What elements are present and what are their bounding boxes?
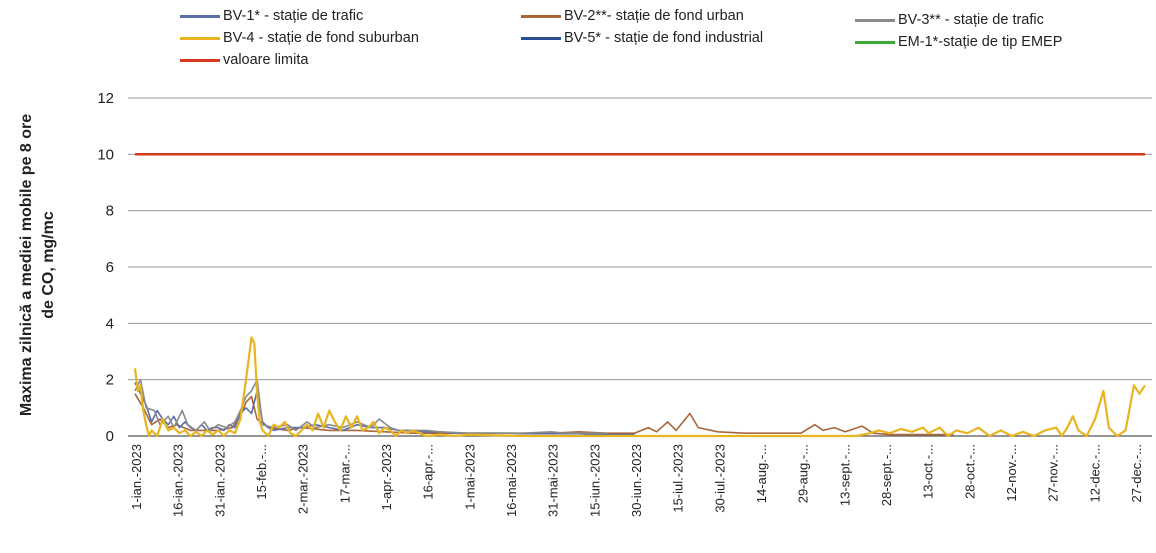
legend-label: BV-1* - stație de trafic [223, 8, 364, 24]
legend-swatch [855, 18, 895, 22]
x-tick-label: 1-apr.-2023 [379, 444, 394, 511]
x-tick-label: 15-iul.-2023 [671, 444, 686, 513]
x-tick-label: 1-ian.-2023 [129, 444, 144, 510]
x-tick-label: 31-ian.-2023 [212, 444, 227, 517]
y-axis-label: Maxima zilnică a mediei mobile pe 8 ore … [10, 95, 66, 435]
x-tick-label: 13-oct.-... [921, 444, 936, 499]
y-tick-label: 10 [97, 146, 114, 163]
x-tick-label: 13-sept.-... [837, 444, 852, 506]
x-tick-label: 15-iun.-2023 [587, 444, 602, 517]
legend-swatch [855, 40, 895, 44]
x-tick-label: 17-mar.-... [337, 444, 352, 503]
y-axis-label-line1: Maxima zilnică a mediei mobile pe 8 ore [18, 113, 35, 417]
legend-label: EM-1*-stație de tip EMEP [898, 34, 1063, 50]
x-tick-label: 15-feb.-... [254, 444, 269, 500]
series-line-3 [133, 336, 1146, 438]
legend-item-em1: EM-1*-stație de tip EMEP [855, 34, 1062, 50]
legend-item-bv5: BV-5* - stație de fond industrial [521, 30, 763, 46]
legend-swatch [521, 14, 561, 18]
x-tick-label: 16-ian.-2023 [171, 444, 186, 517]
x-tick-label: 30-iul.-2023 [712, 444, 727, 513]
x-tick-label: 12-dec.-... [1087, 444, 1102, 503]
legend-item-limit: valoare limita [180, 52, 308, 68]
y-tick-label: 4 [106, 315, 114, 332]
legend-item-bv3: BV-3** - stație de trafic [855, 12, 1044, 28]
y-tick-label: 2 [106, 372, 114, 389]
y-tick-label: 8 [106, 203, 114, 220]
x-tick-label: 30-iun.-2023 [629, 444, 644, 517]
legend-label: valoare limita [223, 52, 309, 68]
x-tick-label: 27-dec.-... [1129, 444, 1144, 503]
x-tick-label: 2-mar.-2023 [296, 444, 311, 514]
x-tick-label: 14-aug.-... [754, 444, 769, 503]
y-axis-label-line2: de CO, mg/mc [40, 211, 57, 319]
legend-label: BV-3** - stație de trafic [898, 12, 1044, 28]
x-tick-label: 12-nov.-... [1004, 444, 1019, 502]
legend-swatch [180, 58, 220, 62]
legend-swatch [180, 14, 220, 18]
x-tick-label: 29-aug.-... [796, 444, 811, 503]
x-tick-label: 27-nov.-... [1046, 444, 1061, 502]
y-tick-labels: 0 2 4 6 8 10 12 [97, 90, 114, 445]
legend-label: BV-2**- stație de fond urban [564, 8, 744, 24]
legend-item-bv2: BV-2**- stație de fond urban [521, 8, 744, 24]
legend-label: BV-5* - stație de fond industrial [564, 30, 764, 46]
x-tick-labels: 1-ian.-2023 16-ian.-2023 31-ian.-2023 15-fe… [129, 444, 1144, 517]
legend-item-bv1: BV-1* - stație de trafic [180, 8, 363, 24]
legend-item-bv4: BV-4 - stație de fond suburban [180, 30, 419, 46]
legend-swatch [180, 36, 220, 40]
grid-lines [128, 97, 1152, 437]
legend-label: BV-4 - stație de fond suburban [223, 30, 419, 46]
series-lines [133, 153, 1146, 438]
legend-swatch [521, 36, 561, 40]
x-tick-label: 1-mai-2023 [462, 444, 477, 510]
x-tick-label: 28-sept.-... [879, 444, 894, 506]
x-tick-label: 16-apr.-... [421, 444, 436, 500]
x-tick-label: 28-oct.-... [962, 444, 977, 499]
x-tick-label: 31-mai-2023 [546, 444, 561, 517]
y-tick-label: 0 [106, 428, 114, 445]
x-tick-label: 16-mai-2023 [504, 444, 519, 517]
y-tick-label: 6 [106, 259, 114, 276]
y-tick-label: 12 [97, 90, 114, 107]
